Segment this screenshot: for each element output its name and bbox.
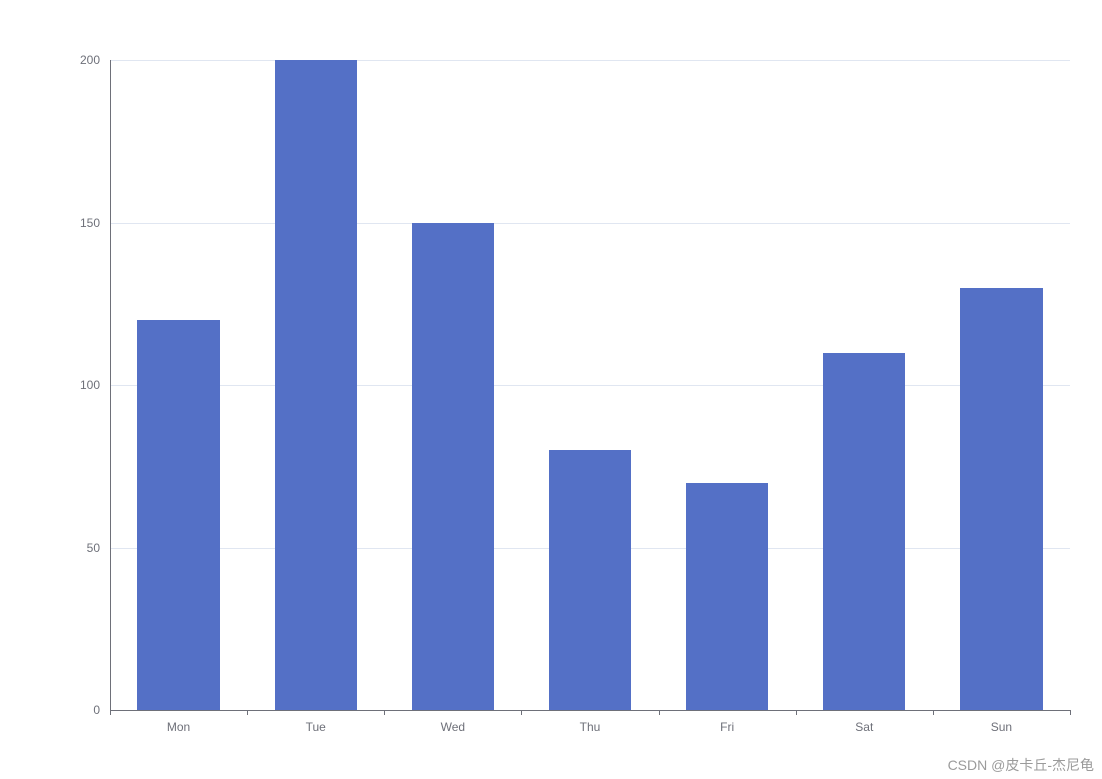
x-tick-label: Thu [580, 720, 601, 734]
x-axis-line [110, 710, 1070, 711]
x-tick-mark [521, 710, 522, 715]
x-tick-mark [247, 710, 248, 715]
y-axis-line [110, 60, 111, 710]
bar[interactable] [823, 353, 905, 711]
y-tick-label: 200 [80, 53, 100, 67]
grid-line [110, 385, 1070, 386]
bar-chart: 050100150200MonTueWedThuFriSatSun CSDN @… [0, 0, 1102, 779]
bar[interactable] [686, 483, 768, 711]
x-tick-label: Sat [855, 720, 873, 734]
x-tick-label: Tue [306, 720, 326, 734]
x-tick-label: Fri [720, 720, 734, 734]
x-tick-label: Wed [441, 720, 465, 734]
bar[interactable] [137, 320, 219, 710]
y-tick-label: 0 [93, 703, 100, 717]
bar[interactable] [275, 60, 357, 710]
x-tick-mark [1070, 710, 1071, 715]
x-tick-label: Sun [991, 720, 1012, 734]
bar[interactable] [960, 288, 1042, 711]
grid-line [110, 223, 1070, 224]
x-tick-mark [659, 710, 660, 715]
x-tick-mark [933, 710, 934, 715]
x-tick-mark [384, 710, 385, 715]
y-tick-label: 150 [80, 216, 100, 230]
x-tick-mark [796, 710, 797, 715]
x-tick-label: Mon [167, 720, 190, 734]
y-tick-label: 100 [80, 378, 100, 392]
x-tick-mark [110, 710, 111, 715]
bar[interactable] [412, 223, 494, 711]
plot-area: 050100150200MonTueWedThuFriSatSun [110, 60, 1070, 710]
y-tick-label: 50 [87, 541, 100, 555]
bar[interactable] [549, 450, 631, 710]
grid-line [110, 60, 1070, 61]
watermark-text: CSDN @皮卡丘-杰尼龟 [948, 755, 1094, 775]
